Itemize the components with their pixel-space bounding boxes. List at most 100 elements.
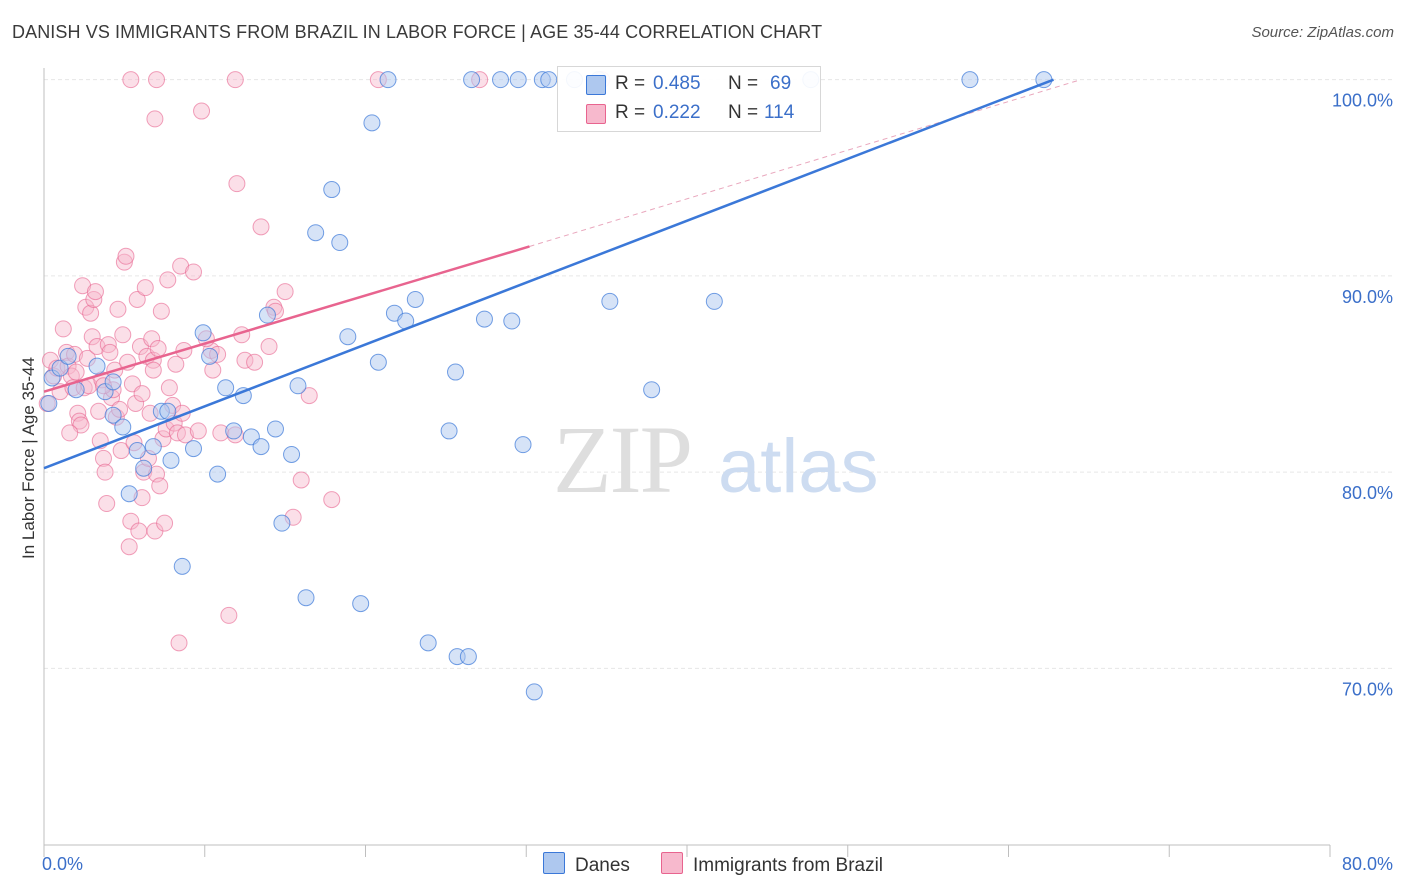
brazil-point-89 <box>300 387 318 405</box>
danes-point-37 <box>352 595 370 613</box>
brazil-point-11 <box>67 363 85 381</box>
danes-point-35 <box>331 234 349 252</box>
danes-point-15 <box>159 402 177 420</box>
brazil-point-53 <box>136 279 154 297</box>
brazil-point-23 <box>86 283 104 301</box>
brazil-point-90 <box>323 491 341 509</box>
danes-point-62 <box>705 292 723 310</box>
danes-point-33 <box>307 224 325 242</box>
danes-point-9 <box>114 418 132 436</box>
brazil-point-91 <box>146 110 164 128</box>
danes-point-0 <box>40 394 58 412</box>
danes-n-value: 69 <box>770 73 792 94</box>
danes-point-50 <box>475 310 493 328</box>
brazil-point-99 <box>184 263 202 281</box>
danes-point-29 <box>273 514 291 532</box>
brazil-point-111 <box>144 361 162 379</box>
danes-point-28 <box>266 420 284 438</box>
danes-point-7 <box>104 373 122 391</box>
brazil-legend-label: Immigrants from Brazil <box>693 855 884 876</box>
brazil-swatch <box>586 104 606 124</box>
y-tick-label-70: 70.0% <box>1342 679 1393 699</box>
brazil-point-109 <box>61 424 79 442</box>
chart-title: DANISH VS IMMIGRANTS FROM BRAZIL IN LABO… <box>12 22 823 42</box>
brazil-point-43 <box>120 538 138 556</box>
danes-point-21 <box>209 465 227 483</box>
brazil-point-40 <box>115 253 133 271</box>
brazil-point-81 <box>228 175 246 193</box>
x-tick-label-min: 0.0% <box>42 854 83 874</box>
correlation-legend: R = 0.485 N = 69 R = 0.222 N = 114 <box>557 66 821 132</box>
brazil-point-48 <box>128 290 146 308</box>
brazil-n-label: N = <box>728 102 759 123</box>
danes-r-label: R = <box>615 73 646 94</box>
danes-point-20 <box>201 347 219 365</box>
trend-lines <box>43 78 1081 470</box>
danes-point-55 <box>525 683 543 701</box>
brazil-point-80 <box>220 606 238 624</box>
brazil-point-94 <box>148 71 166 89</box>
danes-point-26 <box>252 438 270 456</box>
danes-point-31 <box>289 377 307 395</box>
danes-point-54 <box>514 436 532 454</box>
danes-point-46 <box>447 363 465 381</box>
danes-point-44 <box>419 634 437 652</box>
source-label: Source: ZipAtlas.com <box>1251 24 1394 41</box>
brazil-point-108 <box>246 353 264 371</box>
danes-point-40 <box>379 71 397 89</box>
brazil-point-29 <box>96 463 114 481</box>
brazil-point-62 <box>151 477 169 495</box>
danes-points <box>40 71 1053 701</box>
danes-point-43 <box>406 290 424 308</box>
danes-point-48 <box>459 648 477 666</box>
danes-point-2 <box>51 359 69 377</box>
danes-point-22 <box>217 379 235 397</box>
danes-point-16 <box>162 451 180 469</box>
brazil-point-36 <box>109 300 127 318</box>
danes-swatch <box>586 75 606 95</box>
brazil-point-57 <box>143 330 161 348</box>
legend-row-danes: R = 0.485 N = 69 <box>558 72 820 100</box>
danes-point-30 <box>283 445 301 463</box>
danes-point-39 <box>369 353 387 371</box>
watermark-zip: ZIP <box>553 406 691 513</box>
watermark-atlas: atlas <box>718 424 879 509</box>
brazil-r-label: R = <box>615 102 646 123</box>
brazil-point-95 <box>226 71 244 89</box>
brazil-point-47 <box>127 394 145 412</box>
legend-row-brazil: R = 0.222 N = 114 <box>558 101 820 129</box>
danes-point-36 <box>339 328 357 346</box>
brazil-point-92 <box>193 102 211 120</box>
brazil-point-51 <box>133 385 151 403</box>
danes-point-45 <box>440 422 458 440</box>
axes <box>43 68 1331 857</box>
y-axis-label: In Labor Force | Age 35-44 <box>19 357 38 559</box>
brazil-point-20 <box>82 304 100 322</box>
brazil-point-104 <box>292 471 310 489</box>
x-tick-label-max: 80.0% <box>1342 854 1393 874</box>
brazil-point-21 <box>83 328 101 346</box>
brazil-point-30 <box>98 495 116 513</box>
danes-point-5 <box>88 357 106 375</box>
danes-point-61 <box>643 381 661 399</box>
brazil-point-65 <box>156 514 174 532</box>
danes-trend-line <box>43 78 1054 470</box>
y-tick-label-90: 90.0% <box>1342 287 1393 307</box>
brazil-trend-extension <box>529 79 1081 247</box>
danes-point-13 <box>144 438 162 456</box>
brazil-point-93 <box>122 71 140 89</box>
brazil-point-71 <box>167 355 185 373</box>
danes-point-17 <box>173 557 191 575</box>
brazil-point-39 <box>114 326 132 344</box>
bottom-legend-danes: Danes <box>543 852 630 877</box>
brazil-point-110 <box>101 343 119 361</box>
danes-point-12 <box>135 459 153 477</box>
danes-point-49 <box>463 71 481 89</box>
danes-point-38 <box>363 114 381 132</box>
danes-point-64 <box>961 71 979 89</box>
brazil-point-61 <box>149 340 167 358</box>
brazil-point-85 <box>260 338 278 356</box>
brazil-point-68 <box>160 379 178 397</box>
danes-point-18 <box>184 440 202 458</box>
